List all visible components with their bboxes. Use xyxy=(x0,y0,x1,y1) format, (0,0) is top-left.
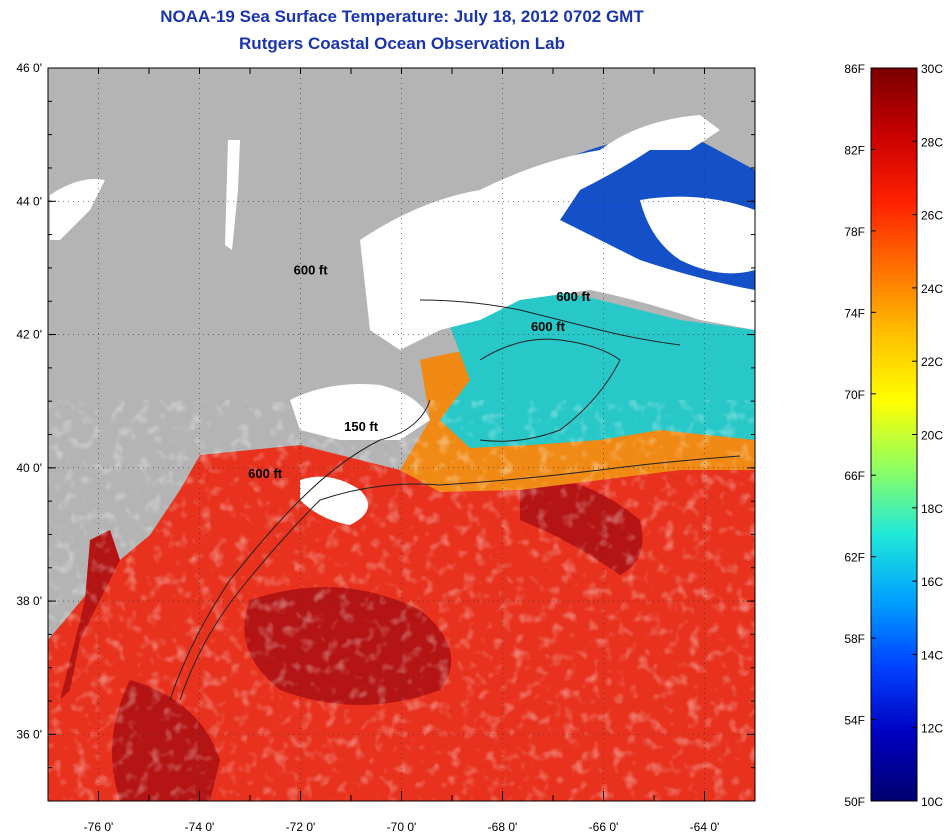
map-title: NOAA-19 Sea Surface Temperature: July 18… xyxy=(160,7,644,26)
colorbar-celsius-labels: 30C 28C 26C 24C 22C 20C 18C 16C 14C 12C 10C xyxy=(921,62,943,809)
longitude-label: -74 0' xyxy=(185,820,215,834)
latitude-label: 44 0' xyxy=(16,194,42,208)
colorbar-f-label: 82F xyxy=(844,143,865,157)
isobath-600ft-gulf xyxy=(419,299,681,346)
longitude-labels: -76 0' -74 0' -72 0' -70 0' -68 0' -66 0' -64 … xyxy=(84,820,720,834)
speckle-texture xyxy=(48,400,755,801)
colorbar-c-label: 26C xyxy=(921,209,943,223)
colorbar-f-label: 50F xyxy=(844,795,865,809)
latitude-label: 46 0' xyxy=(16,61,42,75)
colorbar-c-label: 30C xyxy=(921,62,943,76)
colorbar-f-label: 78F xyxy=(844,225,865,239)
longitude-label: -66 0' xyxy=(589,820,619,834)
colorbar-c-label: 28C xyxy=(921,135,943,149)
longitude-label: -72 0' xyxy=(286,820,316,834)
isobath-600ft-georges xyxy=(479,338,621,442)
cloud-mask-lake xyxy=(225,140,240,250)
longitude-label: -68 0' xyxy=(488,820,518,834)
longitude-label: -76 0' xyxy=(84,820,114,834)
colorbar-f-label: 66F xyxy=(844,469,865,483)
colorbar-f-label: 58F xyxy=(844,632,865,646)
colorbar-ticks xyxy=(871,67,917,802)
latitude-label: 38 0' xyxy=(16,594,42,608)
map-subtitle: Rutgers Coastal Ocean Observation Lab xyxy=(239,34,565,53)
isobath-label: 150 ft xyxy=(344,419,379,434)
colorbar-c-label: 12C xyxy=(921,722,943,736)
longitude-label: -64 0' xyxy=(690,820,720,834)
isobath-labels: 600 ft 600 ft 600 ft 150 ft 600 ft xyxy=(248,263,591,481)
colorbar-c-label: 20C xyxy=(921,429,943,443)
isobath-150ft xyxy=(169,399,431,701)
colorbar-c-label: 24C xyxy=(921,282,943,296)
colorbar-c-label: 14C xyxy=(921,648,943,662)
colorbar-c-label: 22C xyxy=(921,355,943,369)
isobath-label: 600 ft xyxy=(248,466,283,481)
latitude-label: 36 0' xyxy=(16,727,42,741)
colorbar-c-label: 18C xyxy=(921,502,943,516)
latitude-label: 40 0' xyxy=(16,461,42,475)
colorbar-c-label: 10C xyxy=(921,795,943,809)
cloud-mask-nova-scotia xyxy=(640,196,755,274)
longitude-label: -70 0' xyxy=(387,820,417,834)
isobath-label: 600 ft xyxy=(556,289,591,304)
graticule xyxy=(48,68,755,801)
colorbar-f-label: 54F xyxy=(844,714,865,728)
axis-ticks xyxy=(47,67,756,802)
colorbar xyxy=(870,67,918,802)
latitude-labels: 46 0' 44 0' 42 0' 40 0' 38 0' 36 0' xyxy=(16,61,42,741)
isobath-label: 600 ft xyxy=(294,263,329,278)
colorbar-f-label: 74F xyxy=(844,306,865,320)
cloud-mask-gulf-of-maine xyxy=(360,115,755,350)
colorbar-fahrenheit-labels: 86F 82F 78F 74F 70F 66F 62F 58F 54F 50F xyxy=(844,62,865,809)
map-plot-area: 600 ft 600 ft 600 ft 150 ft 600 ft xyxy=(48,68,755,801)
cloud-mask-northwest xyxy=(50,179,105,240)
colorbar-f-label: 62F xyxy=(844,551,865,565)
colorbar-f-label: 86F xyxy=(844,62,865,76)
colorbar-c-label: 16C xyxy=(921,575,943,589)
isobath-shelf-break xyxy=(179,455,741,701)
latitude-label: 42 0' xyxy=(16,328,42,342)
isobath-label: 600 ft xyxy=(531,319,566,334)
colorbar-f-label: 70F xyxy=(844,388,865,402)
